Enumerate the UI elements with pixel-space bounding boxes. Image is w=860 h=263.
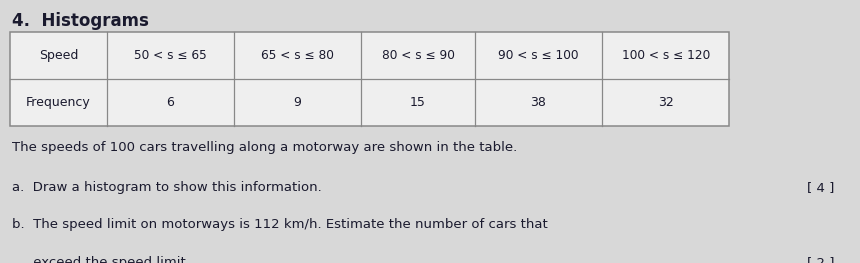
Text: Frequency: Frequency [26,96,91,109]
Text: a.  Draw a histogram to show this information.: a. Draw a histogram to show this informa… [12,181,322,194]
Text: 4.  Histograms: 4. Histograms [12,12,149,30]
Bar [10,32,729,126]
Text: 6: 6 [166,96,175,109]
Text: The speeds of 100 cars travelling along a motorway are shown in the table.: The speeds of 100 cars travelling along … [12,141,517,154]
Text: Speed: Speed [39,49,78,62]
Text: 90 < s ≤ 100: 90 < s ≤ 100 [498,49,579,62]
Text: exceed the speed limit.: exceed the speed limit. [12,256,190,263]
Text: 100 < s ≤ 120: 100 < s ≤ 120 [622,49,710,62]
Text: 50 < s ≤ 65: 50 < s ≤ 65 [134,49,206,62]
Text: [ 4 ]: [ 4 ] [807,181,834,194]
Text: 80 < s ≤ 90: 80 < s ≤ 90 [382,49,454,62]
Text: [ 2 ]: [ 2 ] [807,256,834,263]
Text: 38: 38 [531,96,546,109]
Text: 9: 9 [293,96,302,109]
Text: 65 < s ≤ 80: 65 < s ≤ 80 [261,49,334,62]
Text: 15: 15 [410,96,426,109]
Text: 32: 32 [658,96,673,109]
Bar [10,32,729,126]
Text: b.  The speed limit on motorways is 112 km/h. Estimate the number of cars that: b. The speed limit on motorways is 112 k… [12,218,548,231]
